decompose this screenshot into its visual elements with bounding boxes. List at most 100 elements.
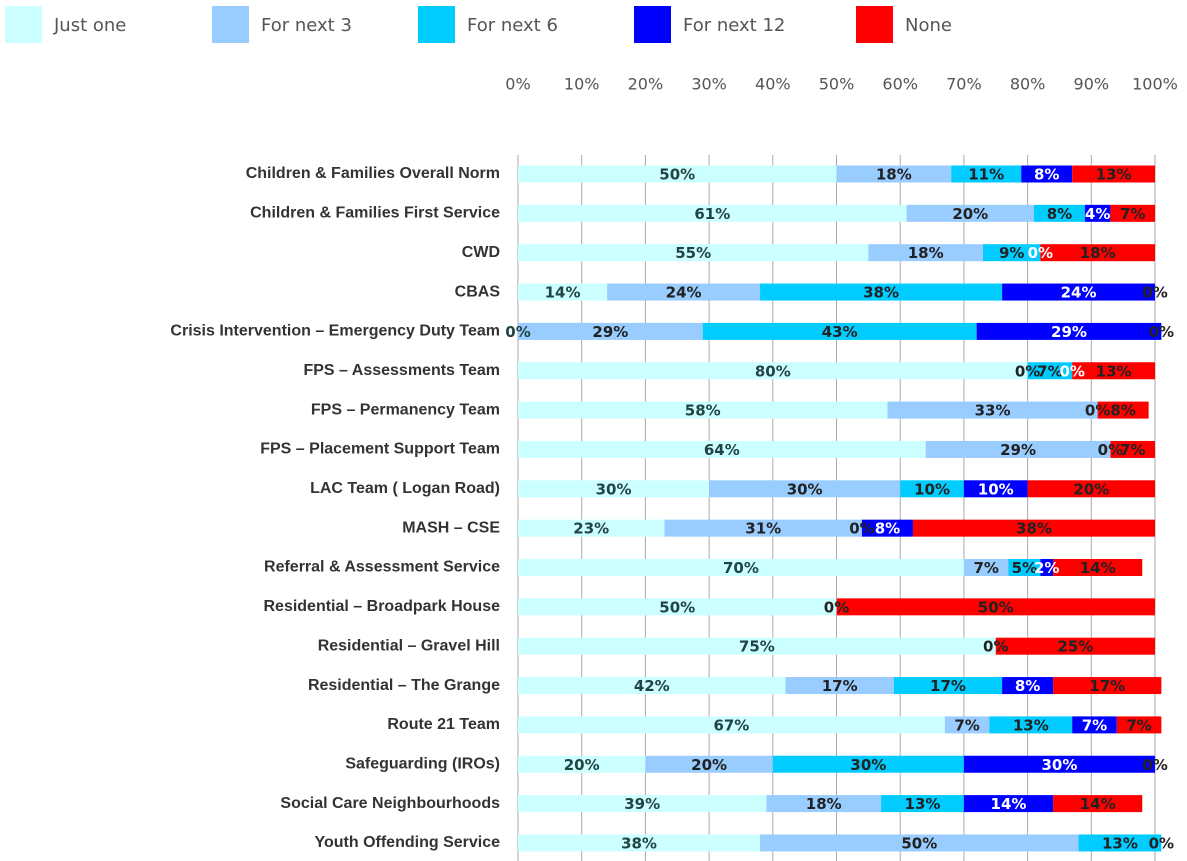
value-label: 70%: [723, 559, 759, 577]
bar-segment: [881, 795, 964, 813]
value-label: 38%: [1016, 520, 1052, 538]
value-label: 75%: [739, 638, 775, 656]
value-label: 0%: [1098, 441, 1123, 459]
bar-segment: [868, 244, 984, 262]
value-label: 8%: [1047, 205, 1072, 223]
value-label: 14%: [545, 284, 581, 302]
value-label: 30%: [596, 480, 632, 498]
bar-segment: [1110, 204, 1155, 222]
value-label: 7%: [973, 559, 998, 577]
value-label: 0%: [1028, 244, 1053, 262]
bar-segment: [518, 440, 926, 458]
value-label: 64%: [704, 441, 740, 459]
value-label: 13%: [1096, 362, 1132, 380]
bar-segment: [518, 677, 786, 695]
bar-segment: [760, 283, 1003, 301]
value-label: 58%: [685, 402, 721, 420]
value-label: 0%: [849, 520, 874, 538]
bar-segment: [1033, 204, 1085, 222]
value-label: 13%: [1096, 166, 1132, 184]
value-label: 30%: [787, 480, 823, 498]
y-tick-label: Safeguarding (IROs): [345, 755, 500, 772]
y-tick-label: Social Care Neighbourhoods: [280, 795, 500, 812]
value-label: 7%: [1037, 362, 1062, 380]
y-tick-label: FPS – Assessments Team: [303, 362, 500, 379]
value-label: 20%: [952, 205, 988, 223]
bar-segment: [766, 795, 882, 813]
y-tick-label: FPS – Placement Support Team: [260, 441, 500, 458]
x-tick-label: 70%: [946, 75, 982, 94]
bar-segment: [1053, 677, 1162, 695]
bar-segment: [518, 795, 767, 813]
bar-segment: [906, 204, 1034, 222]
legend-label: For next 6: [467, 15, 558, 36]
value-label: 20%: [564, 756, 600, 774]
value-label: 5%: [1012, 559, 1037, 577]
value-label: 24%: [1061, 284, 1097, 302]
bar-segment: [518, 834, 761, 852]
y-tick-label: Youth Offending Service: [315, 834, 501, 851]
value-label: 29%: [1000, 441, 1036, 459]
bar-segment: [983, 244, 1041, 262]
value-label: 0%: [1142, 756, 1167, 774]
x-tick-label: 0%: [505, 75, 530, 94]
bar-segment: [1116, 716, 1162, 734]
legend-label: For next 12: [683, 15, 785, 36]
value-label: 9%: [999, 244, 1024, 262]
legend-swatch: [5, 6, 42, 43]
value-label: 50%: [659, 598, 695, 616]
value-label: 42%: [634, 677, 670, 695]
bar-segment: [760, 834, 1079, 852]
value-label: 7%: [1126, 716, 1151, 734]
value-label: 0%: [1142, 284, 1167, 302]
value-label: 18%: [1080, 244, 1116, 262]
x-tick-label: 20%: [628, 75, 664, 94]
legend-swatch: [212, 6, 249, 43]
value-label: 17%: [822, 677, 858, 695]
y-tick-label: Route 21 Team: [387, 716, 500, 733]
bar-segment: [518, 362, 1028, 380]
value-label: 25%: [1057, 638, 1093, 656]
value-label: 0%: [505, 323, 530, 341]
bar-segment: [518, 204, 907, 222]
value-label: 39%: [624, 795, 660, 813]
bar-segment: [1008, 559, 1041, 576]
value-label: 7%: [1120, 205, 1145, 223]
bar-segment: [1002, 283, 1155, 301]
bar-segment: [664, 519, 862, 537]
bar-segment: [963, 795, 1054, 813]
value-label: 8%: [875, 520, 900, 538]
bar-segment: [1027, 362, 1073, 380]
value-label: 55%: [675, 244, 711, 262]
bar-segment: [887, 401, 1098, 419]
bar-segment: [976, 322, 1162, 340]
value-label: 30%: [850, 756, 886, 774]
bar-segment: [1002, 677, 1054, 695]
bar-segment: [1072, 362, 1155, 380]
value-label: 23%: [573, 520, 609, 538]
bar-segment: [836, 165, 952, 183]
bar-segment: [1072, 716, 1117, 734]
bar-segment: [1040, 559, 1054, 576]
value-label: 20%: [1073, 480, 1109, 498]
bar-segment: [518, 244, 869, 262]
value-label: 18%: [806, 795, 842, 813]
y-tick-label: Residential – Gravel Hill: [318, 637, 500, 654]
bar-segment: [607, 283, 761, 301]
bar-segment: [518, 283, 608, 301]
bar-segment: [518, 322, 703, 340]
value-label: 13%: [1102, 834, 1138, 852]
y-tick-label: Residential – The Grange: [308, 677, 500, 694]
value-label: 0%: [1059, 362, 1084, 380]
bar-segment: [925, 440, 1111, 458]
bar-segment: [702, 322, 977, 340]
value-label: 7%: [1120, 441, 1145, 459]
value-label: 10%: [914, 480, 950, 498]
bar-segment: [893, 677, 1003, 695]
y-tick-label: Crisis Intervention – Emergency Duty Tea…: [170, 323, 500, 340]
x-tick-label: 80%: [1010, 75, 1046, 94]
value-label: 11%: [968, 166, 1004, 184]
bar-segment: [912, 519, 1155, 537]
bar-segment: [1078, 834, 1162, 852]
bar-segment: [951, 165, 1022, 183]
